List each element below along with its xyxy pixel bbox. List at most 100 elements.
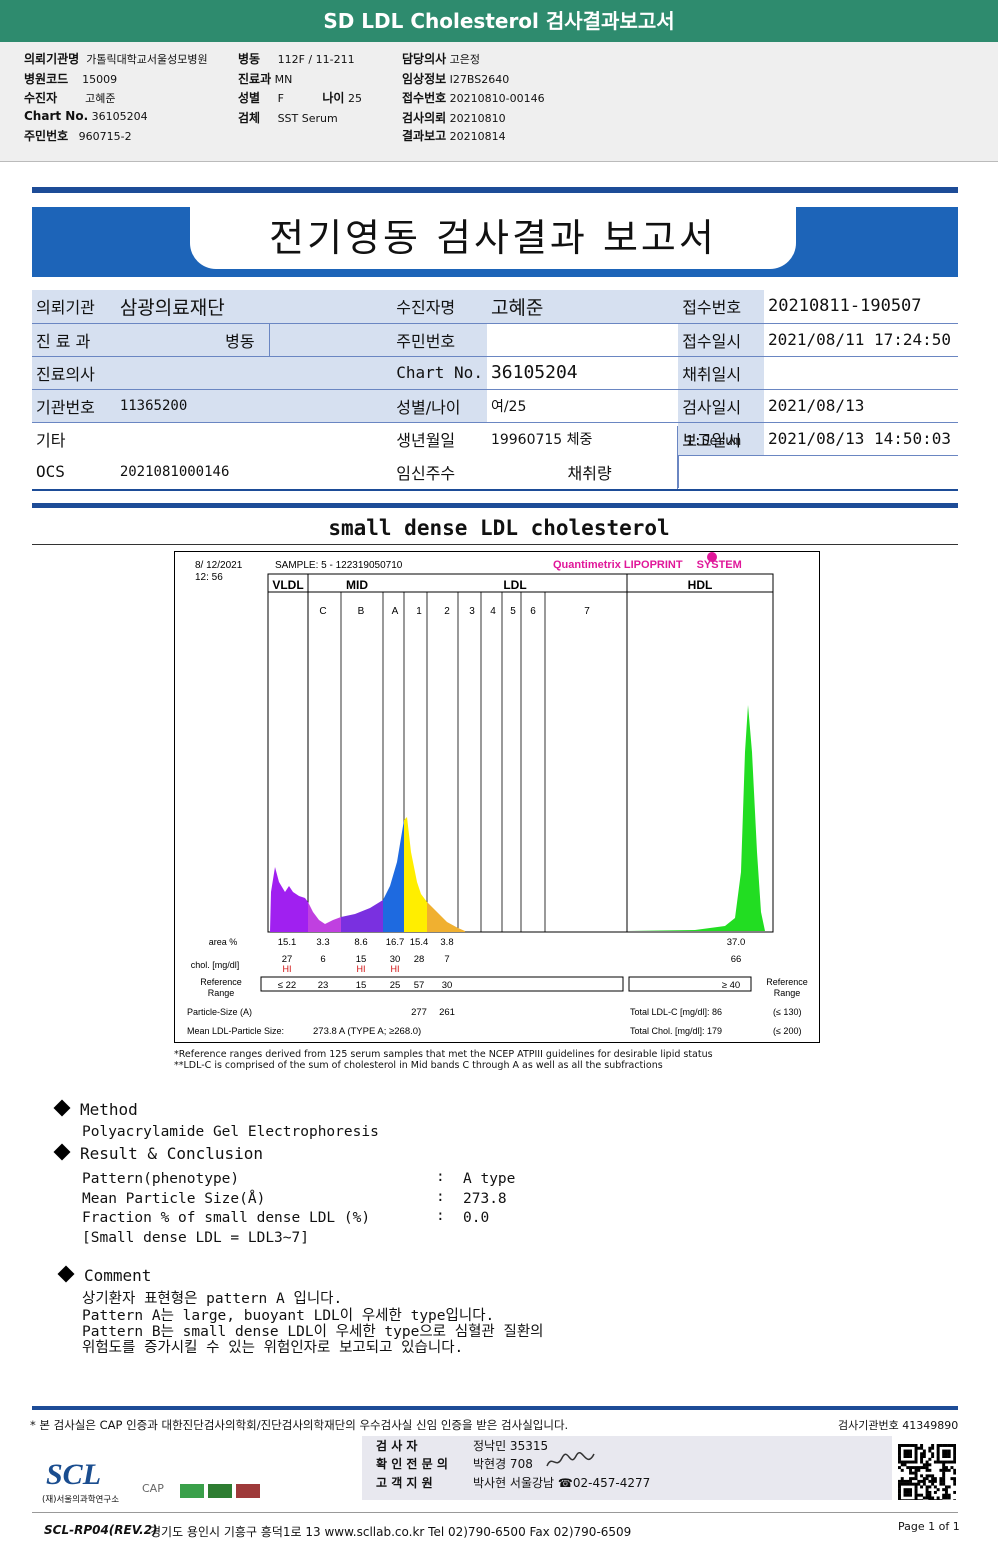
chol-value: 15 [356,954,367,965]
ref-value: ≥ 40 [722,980,740,991]
mid-b-fraction [341,900,383,932]
particle-size-value: 277 [411,1007,427,1018]
group-label: HDL [688,578,713,592]
size-row-label: Particle-Size (A) [187,1007,252,1017]
customer-value: 박사현 서울강남 ☎02-457-4277 [473,1476,651,1490]
band-label: A [392,606,399,617]
code-value: 11365200 [115,389,393,423]
confirm-value: 박현경 708 [473,1457,533,1471]
specimen-value: 1:Serum [686,434,741,449]
report-dt-value: 2021/08/13 14:50:03 [764,422,958,456]
birth-value: 19960715 체중 [490,431,593,448]
comment-title: Comment [57,1265,151,1285]
mean-row-label: Mean LDL-Particle Size: [187,1026,284,1036]
comment-line: Pattern A는 large, buoyant LDL이 우세한 type입… [82,1308,495,1324]
collect-label: 채취일시 [678,356,764,390]
header-field: 의뢰기관명 가톨릭대학교서울성모병원 [24,52,208,66]
request-header: 의뢰기관명 가톨릭대학교서울성모병원 병원코드 15009 수진자 고혜준 Ch… [0,42,998,162]
birth-label: 생년월일 [396,430,456,450]
examiner-value: 정낙민 35315 [473,1439,549,1453]
area-row-label: area % [209,937,238,947]
area-value: 3.8 [440,937,453,948]
hdl-ref-label: Range [774,988,801,998]
chol-value: 6 [320,954,325,965]
method-title: Method [53,1099,138,1119]
cert-text: * 본 검사실은 CAP 인증과 대한진단검사의학회/진단검사의학재단의 우수검… [30,1418,569,1432]
ocs-label: OCS [36,462,65,481]
hi-flag: HI [357,964,366,974]
header-field: 검체 SST Serum [238,111,338,125]
result-value: A type [463,1171,516,1187]
sexage-value: 여/25 [486,389,679,423]
chol-value: 28 [414,954,425,965]
receipt-no-value: 20210811-190507 [764,290,958,324]
comment-line: Pattern B는 small dense LDL이 우세한 type으로 심… [82,1324,544,1340]
doctor-value [115,356,393,390]
header-field: 담당의사 고은정 [402,52,481,66]
chol-value: 30 [390,954,401,965]
brand-mark-icon [707,552,717,562]
chart-time: 12: 56 [195,572,223,583]
ref-value: 25 [390,980,401,991]
band-label: B [358,606,365,617]
chart-date: 8/ 12/2021 [195,560,243,571]
receipt-no-label: 접수번호 [678,290,764,324]
band-label: 6 [530,606,536,617]
header-field: 병원코드 15009 [24,72,118,86]
section-title-rule [32,544,958,545]
total-chol: Total Chol. [mg/dl]: 179 [630,1026,722,1036]
preg-label: 임신주수 [396,463,456,483]
bottom-rule [32,1512,958,1513]
chart-value: 36105204 [486,356,679,390]
sexage-label: 성별/나이 [392,389,487,423]
chol-value: 7 [444,954,449,965]
ref-value: 57 [414,980,425,991]
comment-line: 상기환자 표현형은 pattern A 입니다. [82,1291,343,1307]
footnote: *Reference ranges derived from 125 serum… [174,1049,713,1060]
particle-size-value: 261 [439,1007,455,1018]
institution-value: 삼광의료재단 [115,290,393,324]
footer-rule [32,1406,958,1410]
ldl1-fraction [404,817,427,932]
result-key: Fraction % of small dense LDL (%) [82,1210,371,1226]
signature-icon [546,1452,595,1467]
chart-label: Chart No. [392,356,487,390]
band-label: 3 [469,606,475,617]
report-title: 전기영동 검사결과 보고서 [190,207,796,269]
header-field: 주민번호 960715-2 [24,129,132,143]
patient-value: 고혜준 [486,290,679,324]
plot-frame [267,573,774,933]
confirm-label: 확 인 전 문 의 [376,1457,448,1471]
result-value: 0.0 [463,1210,490,1226]
total-ldl: Total LDL-C [mg/dl]: 86 [630,1007,722,1017]
footnote: **LDL-C is comprised of the sum of chole… [174,1060,663,1071]
receipt-dt-value: 2021/08/11 17:24:50 [764,323,958,357]
institution-number: 검사기관번호 41349890 [838,1419,959,1432]
area-value: 15.1 [278,937,297,948]
test-dt-label: 검사일시 [678,389,764,423]
band-label: 4 [490,606,496,617]
code-label: 기관번호 [32,389,116,423]
vldl-peak [270,867,308,932]
signature-panel [362,1436,892,1500]
doctor-label: 진료의사 [32,356,116,390]
group-label: LDL [503,578,526,592]
ref-value: 15 [356,980,367,991]
mid-c-fraction [308,902,341,932]
ldl-ref-box [260,976,624,992]
area-value: 3.3 [316,937,329,948]
area-value: 15.4 [410,937,429,948]
cap-logo: CAP [142,1482,164,1495]
test-dt-value: 2021/08/13 [764,389,958,423]
ref-value: 30 [442,980,453,991]
report-dt-label: 보고일시 [678,422,764,456]
ward-value: 병동 [115,323,270,357]
header-field: 임상정보 I27BS2640 [402,72,510,86]
etc-label: 기타 [36,430,66,450]
result-colon: : [436,1208,445,1224]
diamond-bullet-icon [57,1265,75,1283]
result-key: Mean Particle Size(Å) [82,1191,266,1207]
receipt-dt-label: 접수일시 [678,323,764,357]
address: 경기도 용인시 기흥구 흥덕1로 13 www.scllab.co.kr Tel… [150,1525,632,1539]
chart-brand: Quantimetrix LIPOPRINT SYSTEM [553,559,742,571]
